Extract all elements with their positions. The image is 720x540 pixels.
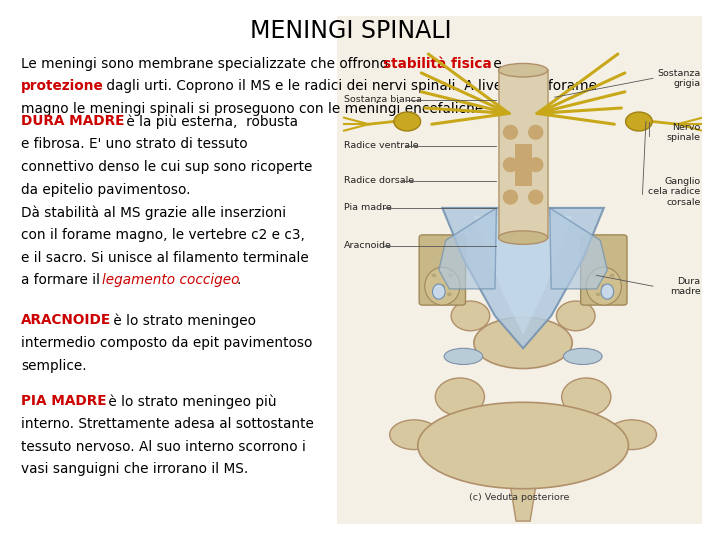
Ellipse shape bbox=[503, 125, 518, 140]
FancyBboxPatch shape bbox=[580, 235, 627, 305]
Ellipse shape bbox=[390, 420, 438, 449]
Text: PIA MADRE: PIA MADRE bbox=[21, 394, 107, 408]
Text: tessuto nervoso. Al suo interno scorrono i: tessuto nervoso. Al suo interno scorrono… bbox=[21, 440, 306, 454]
Ellipse shape bbox=[498, 63, 548, 77]
Text: e fibrosa. E' uno strato di tessuto: e fibrosa. E' uno strato di tessuto bbox=[21, 137, 248, 151]
Ellipse shape bbox=[593, 273, 598, 277]
Text: e: e bbox=[490, 57, 502, 71]
Ellipse shape bbox=[601, 284, 606, 288]
Text: Radice dorsale: Radice dorsale bbox=[344, 177, 414, 185]
Ellipse shape bbox=[474, 317, 572, 368]
Ellipse shape bbox=[601, 284, 613, 299]
Text: intermedio composto da epit pavimentoso: intermedio composto da epit pavimentoso bbox=[21, 336, 312, 350]
Text: interno. Strettamente adesa al sottostante: interno. Strettamente adesa al sottostan… bbox=[21, 417, 314, 431]
Text: è lo strato meningeo: è lo strato meningeo bbox=[109, 313, 256, 328]
Polygon shape bbox=[442, 208, 604, 348]
Ellipse shape bbox=[451, 301, 490, 330]
Ellipse shape bbox=[610, 273, 615, 277]
Ellipse shape bbox=[503, 190, 518, 205]
Ellipse shape bbox=[528, 125, 544, 140]
Ellipse shape bbox=[449, 273, 453, 277]
Text: semplice.: semplice. bbox=[21, 359, 86, 373]
Ellipse shape bbox=[608, 420, 657, 449]
Ellipse shape bbox=[586, 267, 621, 305]
Ellipse shape bbox=[440, 284, 445, 288]
Ellipse shape bbox=[418, 402, 629, 489]
Ellipse shape bbox=[564, 348, 602, 364]
Bar bbox=[337, 16, 702, 524]
Text: Ganglio
cela radice
corsale: Ganglio cela radice corsale bbox=[649, 177, 701, 207]
Ellipse shape bbox=[433, 284, 445, 299]
Ellipse shape bbox=[425, 267, 460, 305]
Ellipse shape bbox=[394, 112, 420, 131]
Ellipse shape bbox=[503, 157, 518, 172]
Text: stabilità fisica: stabilità fisica bbox=[383, 57, 492, 71]
Bar bbox=[515, 144, 531, 186]
Text: DURA MADRE: DURA MADRE bbox=[21, 114, 125, 129]
Text: a formare il: a formare il bbox=[21, 273, 104, 287]
Text: (c) Veduta posteriore: (c) Veduta posteriore bbox=[469, 493, 570, 502]
Text: con il forame magno, le vertebre c2 e c3,: con il forame magno, le vertebre c2 e c3… bbox=[21, 228, 305, 242]
Ellipse shape bbox=[431, 273, 436, 277]
Text: protezione: protezione bbox=[21, 79, 104, 93]
Text: Nervo
spinale: Nervo spinale bbox=[667, 123, 701, 142]
Text: Pia madre: Pia madre bbox=[344, 204, 392, 212]
Text: è la più esterna,  robusta: è la più esterna, robusta bbox=[122, 114, 298, 129]
FancyBboxPatch shape bbox=[419, 235, 466, 305]
Text: magno le meningi spinali si proseguono con le meningi encefaliche.: magno le meningi spinali si proseguono c… bbox=[21, 102, 487, 116]
Text: Sostanza
grigia: Sostanza grigia bbox=[657, 69, 701, 88]
Ellipse shape bbox=[498, 231, 548, 244]
Polygon shape bbox=[550, 208, 608, 289]
Polygon shape bbox=[438, 208, 496, 289]
Ellipse shape bbox=[562, 378, 611, 416]
Ellipse shape bbox=[436, 378, 485, 416]
Ellipse shape bbox=[447, 293, 452, 296]
Polygon shape bbox=[509, 478, 537, 521]
Text: Dà stabilità al MS grazie alle inserzioni: Dà stabilità al MS grazie alle inserzion… bbox=[21, 205, 286, 220]
Bar bbox=[498, 70, 548, 238]
Text: ARACNOIDE: ARACNOIDE bbox=[21, 313, 111, 327]
Ellipse shape bbox=[595, 293, 600, 296]
Text: dagli urti. Coprono il MS e le radici dei nervi spinali. A livello del forame: dagli urti. Coprono il MS e le radici de… bbox=[102, 79, 597, 93]
Text: connettivo denso le cui sup sono ricoperte: connettivo denso le cui sup sono ricoper… bbox=[21, 160, 312, 174]
Ellipse shape bbox=[626, 112, 652, 131]
Text: da epitelio pavimentoso.: da epitelio pavimentoso. bbox=[21, 183, 191, 197]
Text: Aracnoide: Aracnoide bbox=[344, 241, 392, 250]
Ellipse shape bbox=[528, 157, 544, 172]
Text: MENINGI SPINALI: MENINGI SPINALI bbox=[251, 19, 452, 43]
Text: Dura
madre: Dura madre bbox=[670, 276, 701, 296]
Ellipse shape bbox=[444, 348, 482, 364]
Text: Le meningi sono membrane specializzate che offrono: Le meningi sono membrane specializzate c… bbox=[21, 57, 392, 71]
Ellipse shape bbox=[608, 293, 613, 296]
Ellipse shape bbox=[528, 190, 544, 205]
Ellipse shape bbox=[557, 301, 595, 330]
Text: legamento coccigeo: legamento coccigeo bbox=[102, 273, 240, 287]
Text: e il sacro. Si unisce al filamento terminale: e il sacro. Si unisce al filamento termi… bbox=[21, 251, 309, 265]
Text: .: . bbox=[236, 273, 240, 287]
Ellipse shape bbox=[434, 293, 439, 296]
Text: Sostanza bianca: Sostanza bianca bbox=[344, 96, 422, 104]
Polygon shape bbox=[474, 216, 572, 335]
Text: vasi sanguigni che irrorano il MS.: vasi sanguigni che irrorano il MS. bbox=[21, 462, 248, 476]
Text: è lo strato meningeo più: è lo strato meningeo più bbox=[104, 394, 277, 409]
Text: Radice ventrale: Radice ventrale bbox=[344, 141, 418, 150]
